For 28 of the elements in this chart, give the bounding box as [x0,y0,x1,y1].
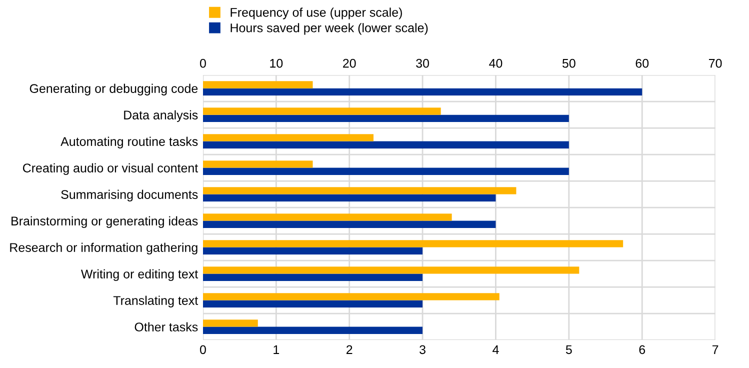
x2-tick-label: 60 [636,58,649,68]
y-tick-label: Research or information gathering [10,242,198,254]
x2-tick-label: 40 [489,58,502,68]
x2-tick-label: 30 [416,58,430,68]
x2-tick-label: 20 [343,58,356,68]
y-tick-label: Summarising documents [61,190,198,202]
y-tick-label: Writing or editing text [80,269,198,281]
x-tick-label: 1 [274,345,280,354]
x2-tick-label: 70 [708,58,722,68]
x2-tick-label: 50 [562,58,576,68]
y-tick-label: Other tasks [134,322,198,332]
y-tick-label: Brainstorming or generating ideas [12,216,198,228]
x-tick-label: 6 [639,345,646,354]
x-tick-label: 4 [492,345,499,354]
x2-tick-label: 10 [270,58,283,68]
x-tick-label: 5 [566,345,572,354]
x2-tick-label: 0 [200,58,206,68]
y-tick-label: Creating audio or visual content [22,163,198,175]
y-tick-label: Translating text [113,296,198,308]
legend-label: Hours saved per week (lower scale) [230,23,428,35]
y-tick-label: Generating or debugging code [30,84,198,96]
y-tick-label: Data analysis [124,110,198,122]
y-tick-label: Automating routine tasks [60,136,198,148]
x-tick-label: 0 [200,345,206,354]
x-tick-label: 2 [346,345,352,354]
x-tick-label: 7 [712,345,718,354]
legend-label: Frequency of use (upper scale) [230,8,402,20]
x-tick-label: 3 [420,345,426,354]
